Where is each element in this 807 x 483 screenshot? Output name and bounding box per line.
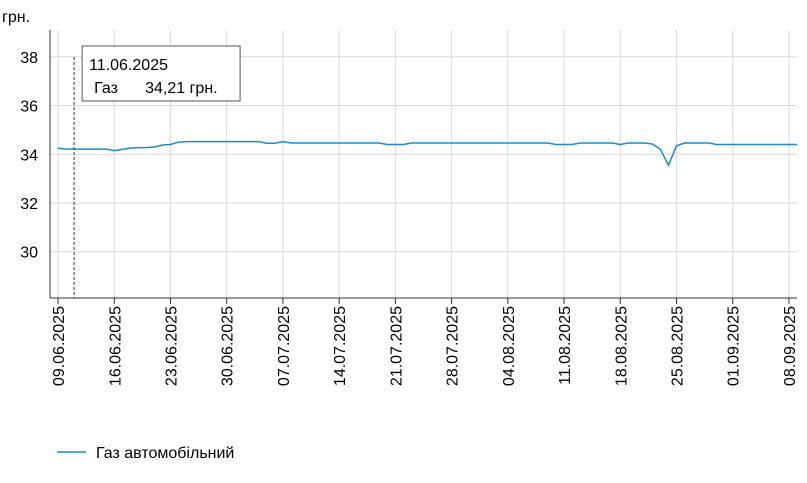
y-tick-label: 38 (20, 50, 38, 67)
y-tick-label: 32 (20, 196, 38, 213)
x-tick-label: 21.07.2025 (388, 306, 405, 386)
tooltip-value: 34,21 грн. (145, 80, 218, 97)
x-tick-label: 07.07.2025 (276, 306, 293, 386)
legend-label: Газ автомобільний (96, 445, 234, 462)
tooltip-title: 11.06.2025 (89, 57, 168, 74)
x-tick-label: 11.08.2025 (557, 306, 574, 385)
y-tick-label: 34 (20, 147, 38, 164)
x-tick-label: 30.06.2025 (220, 306, 237, 386)
x-tick-label: 28.07.2025 (445, 306, 462, 386)
tooltip-box (81, 45, 241, 102)
y-tick-label: 30 (20, 245, 38, 262)
x-tick-label: 09.06.2025 (51, 306, 68, 386)
tooltip-series: Газ (94, 80, 118, 97)
x-tick-label: 08.09.2025 (782, 306, 799, 386)
x-tick-label: 16.06.2025 (107, 306, 124, 386)
y-unit: грн. (2, 9, 30, 26)
x-tick-label: 23.06.2025 (163, 306, 180, 386)
x-tick-label: 01.09.2025 (726, 306, 743, 386)
data-line (57, 140, 797, 168)
y-tick-label: 36 (20, 99, 38, 116)
x-tick-label: 04.08.2025 (501, 306, 518, 386)
x-tick-label: 18.08.2025 (613, 306, 630, 386)
x-tick-label: 14.07.2025 (332, 306, 349, 386)
x-tick-label: 25.08.2025 (670, 306, 687, 386)
